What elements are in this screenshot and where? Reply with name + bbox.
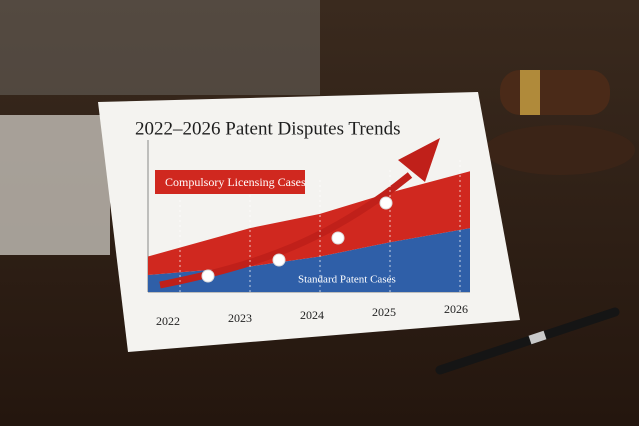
pen xyxy=(435,307,620,375)
pen-band xyxy=(528,330,547,345)
trend-dot xyxy=(201,269,215,283)
legend-label: Standard Patent Cases xyxy=(298,274,396,286)
papers xyxy=(0,115,110,255)
gavel-band xyxy=(520,70,540,115)
x-tick-label: 2025 xyxy=(372,305,396,319)
trend-dot xyxy=(272,253,286,267)
x-tick-label: 2024 xyxy=(300,308,324,322)
trend-arrow xyxy=(159,172,413,289)
x-tick-label: 2022 xyxy=(156,314,180,328)
trend-dot xyxy=(379,196,393,210)
gavel-block xyxy=(485,125,635,175)
area xyxy=(148,171,470,275)
x-tick-label: 2023 xyxy=(228,311,252,325)
trend-dot xyxy=(331,231,345,245)
legend-label: Compulsory Licensing Cases xyxy=(165,175,306,189)
books xyxy=(0,0,320,95)
gavel-head xyxy=(500,70,610,115)
chart-title: 2022–2026 Patent Disputes Trends xyxy=(135,118,401,139)
trend-arrowhead xyxy=(398,138,440,182)
legend-box xyxy=(155,170,305,194)
x-tick-label: 2026 xyxy=(444,302,468,316)
